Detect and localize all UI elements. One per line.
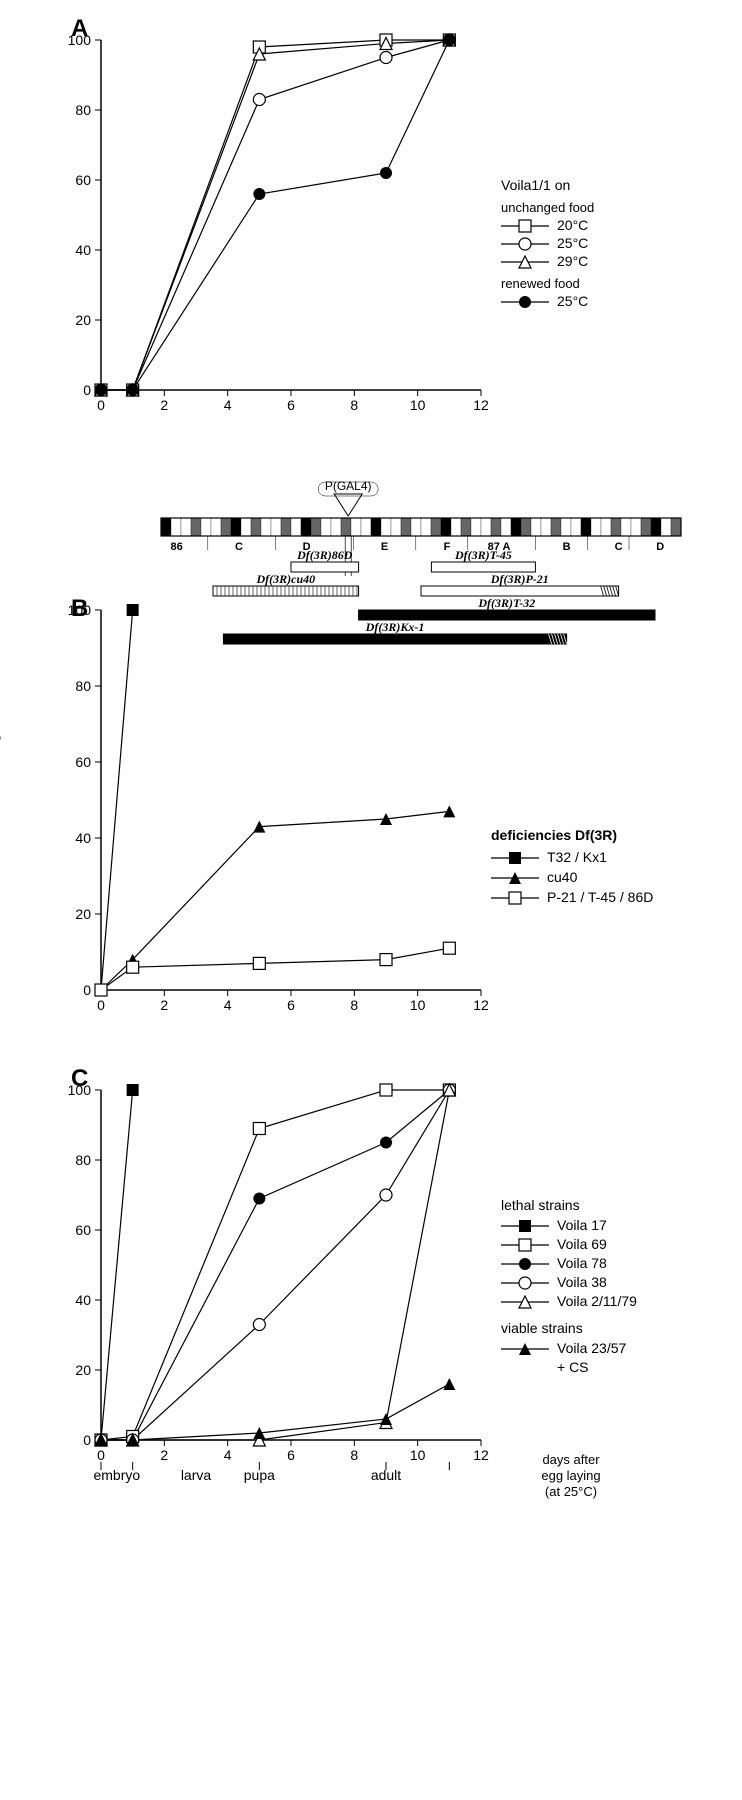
svg-text:0: 0 xyxy=(97,1447,105,1463)
svg-text:Voila 69: Voila 69 xyxy=(557,1236,607,1252)
svg-text:Voila 78: Voila 78 xyxy=(557,1255,607,1271)
svg-text:60: 60 xyxy=(75,172,91,188)
svg-text:86: 86 xyxy=(170,541,182,553)
svg-text:25°C: 25°C xyxy=(557,293,588,309)
svg-text:40: 40 xyxy=(75,242,91,258)
svg-text:25°C: 25°C xyxy=(557,235,588,251)
svg-text:P-21 / T-45 / 86D: P-21 / T-45 / 86D xyxy=(547,889,653,905)
svg-text:80: 80 xyxy=(75,1152,91,1168)
svg-text:Df(3R)86D: Df(3R)86D xyxy=(296,548,353,562)
svg-text:Df(3R)T-45: Df(3R)T-45 xyxy=(454,548,512,562)
panel-a: A 024681012020406080100Voila1/1 onunchan… xyxy=(21,20,721,430)
svg-text:10: 10 xyxy=(410,997,426,1013)
svg-text:8: 8 xyxy=(350,1447,358,1463)
svg-text:8: 8 xyxy=(350,397,358,413)
svg-text:Voila1/1 on: Voila1/1 on xyxy=(501,177,570,193)
svg-text:egg laying: egg laying xyxy=(541,1468,600,1483)
svg-text:80: 80 xyxy=(75,102,91,118)
svg-text:cu40: cu40 xyxy=(547,869,578,885)
chart-c: 024681012020406080100embryolarvapupaadul… xyxy=(21,1070,721,1540)
svg-text:Voila 23/57: Voila 23/57 xyxy=(557,1340,626,1356)
svg-text:0: 0 xyxy=(83,982,91,998)
svg-text:60: 60 xyxy=(75,754,91,770)
chart-b: P(GAL4)86CDEF87 ABCDDf(3R)86DDf(3R)T-45D… xyxy=(21,470,721,1030)
svg-text:2: 2 xyxy=(160,397,168,413)
svg-text:Voila 17: Voila 17 xyxy=(557,1217,607,1233)
svg-text:0: 0 xyxy=(97,997,105,1013)
svg-text:20: 20 xyxy=(75,312,91,328)
svg-text:4: 4 xyxy=(224,397,232,413)
svg-text:renewed food: renewed food xyxy=(501,276,580,291)
svg-text:10: 10 xyxy=(410,397,426,413)
panel-b-label: B xyxy=(71,595,88,623)
svg-text:F: F xyxy=(444,541,451,553)
svg-text:C: C xyxy=(235,541,243,553)
svg-text:20: 20 xyxy=(75,1362,91,1378)
svg-text:12: 12 xyxy=(473,1447,489,1463)
svg-text:80: 80 xyxy=(75,678,91,694)
svg-text:12: 12 xyxy=(473,397,489,413)
svg-text:Voila 2/11/79: Voila 2/11/79 xyxy=(557,1293,637,1309)
svg-text:6: 6 xyxy=(287,397,295,413)
svg-text:40: 40 xyxy=(75,1292,91,1308)
svg-text:2: 2 xyxy=(160,997,168,1013)
y-axis-label: cumulated lethality xyxy=(0,729,3,910)
svg-text:E: E xyxy=(381,541,388,553)
svg-text:Df(3R)T-32: Df(3R)T-32 xyxy=(477,596,535,610)
svg-text:larva: larva xyxy=(181,1467,212,1483)
chart-a: 024681012020406080100Voila1/1 onunchange… xyxy=(21,20,721,430)
svg-text:6: 6 xyxy=(287,997,295,1013)
svg-text:6: 6 xyxy=(287,1447,295,1463)
svg-text:0: 0 xyxy=(83,1432,91,1448)
panel-a-label: A xyxy=(71,15,88,43)
svg-text:60: 60 xyxy=(75,1222,91,1238)
svg-text:Voila 38: Voila 38 xyxy=(557,1274,607,1290)
svg-text:unchanged food: unchanged food xyxy=(501,200,594,215)
svg-text:20°C: 20°C xyxy=(557,217,588,233)
svg-text:B: B xyxy=(563,541,571,553)
svg-text:29°C: 29°C xyxy=(557,253,588,269)
figure-container: A 024681012020406080100Voila1/1 onunchan… xyxy=(21,20,721,1540)
svg-text:0: 0 xyxy=(97,397,105,413)
svg-text:days after: days after xyxy=(542,1452,600,1467)
svg-text:T32 / Kx1: T32 / Kx1 xyxy=(547,849,607,865)
svg-text:Df(3R)Kx-1: Df(3R)Kx-1 xyxy=(365,620,425,634)
svg-text:Df(3R)P-21: Df(3R)P-21 xyxy=(490,572,549,586)
svg-text:D: D xyxy=(656,541,664,553)
panel-c: C 024681012020406080100embryolarvapupaad… xyxy=(21,1070,721,1540)
svg-text:C: C xyxy=(615,541,623,553)
svg-text:lethal strains: lethal strains xyxy=(501,1197,580,1213)
panel-c-label: C xyxy=(71,1065,88,1093)
svg-text:Df(3R)cu40: Df(3R)cu40 xyxy=(255,572,315,586)
svg-text:10: 10 xyxy=(410,1447,426,1463)
svg-text:4: 4 xyxy=(224,997,232,1013)
svg-text:+ CS: + CS xyxy=(557,1359,589,1375)
panel-b: B cumulated lethality P(GAL4)86CDEF87 AB… xyxy=(21,470,721,1030)
svg-text:(at 25°C): (at 25°C) xyxy=(545,1484,597,1499)
svg-text:2: 2 xyxy=(160,1447,168,1463)
svg-text:deficiencies Df(3R): deficiencies Df(3R) xyxy=(491,827,617,843)
svg-text:0: 0 xyxy=(83,382,91,398)
svg-text:8: 8 xyxy=(350,997,358,1013)
svg-text:20: 20 xyxy=(75,906,91,922)
svg-text:viable strains: viable strains xyxy=(501,1320,583,1336)
svg-text:4: 4 xyxy=(224,1447,232,1463)
svg-text:40: 40 xyxy=(75,830,91,846)
svg-text:12: 12 xyxy=(473,997,489,1013)
svg-text:P(GAL4): P(GAL4) xyxy=(325,479,372,493)
